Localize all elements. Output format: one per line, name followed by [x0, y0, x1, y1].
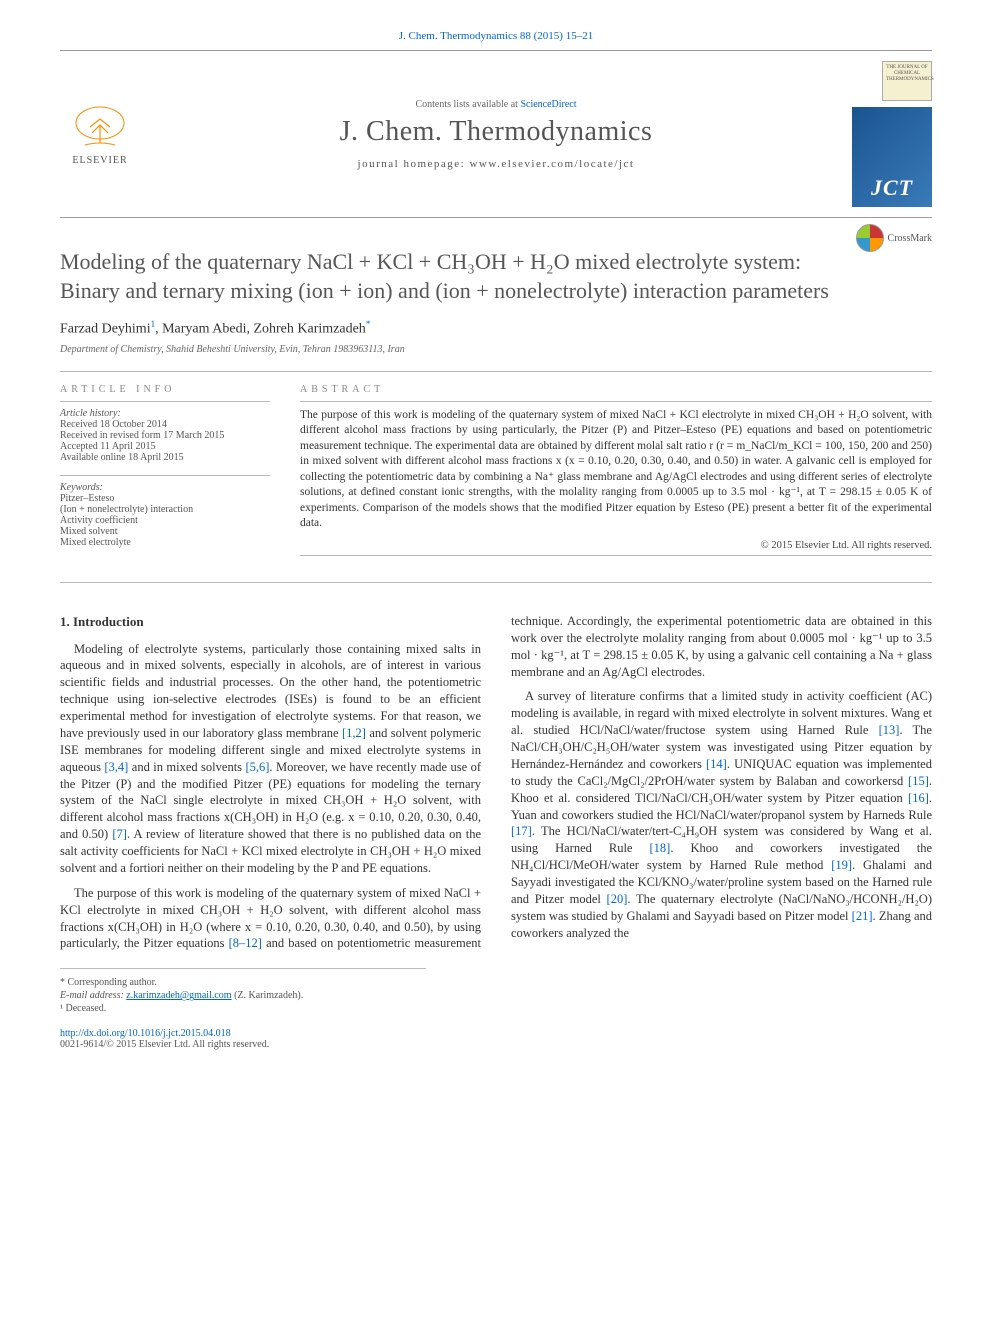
- crossmark-badge[interactable]: CrossMark: [856, 224, 932, 252]
- citation-header: J. Chem. Thermodynamics 88 (2015) 15–21: [60, 30, 932, 42]
- divider-info-2: [60, 475, 270, 476]
- email-label: E-mail address:: [60, 990, 126, 1001]
- keyword-3: Mixed solvent: [60, 526, 118, 537]
- authors-line: Farzad Deyhimi1, Maryam Abedi, Zohreh Ka…: [60, 319, 932, 338]
- info-abstract-row: ARTICLE INFO Article history: Received 1…: [60, 378, 932, 562]
- divider-2: [60, 582, 932, 583]
- header-middle: Contents lists available at ScienceDirec…: [160, 99, 832, 170]
- article-history: Article history: Received 18 October 201…: [60, 408, 270, 463]
- keyword-4: Mixed electrolyte: [60, 537, 131, 548]
- author-1-note[interactable]: 1: [151, 319, 156, 329]
- issn-line: 0021-9614/© 2015 Elsevier Ltd. All right…: [60, 1039, 269, 1050]
- journal-name: J. Chem. Thermodynamics: [160, 116, 832, 148]
- footnote-corr: * Corresponding author.: [60, 977, 426, 988]
- author-2[interactable]: Maryam Abedi: [162, 322, 246, 337]
- abstract-column: ABSTRACT The purpose of this work is mod…: [300, 378, 932, 562]
- abstract-copyright: © 2015 Elsevier Ltd. All rights reserved…: [300, 540, 932, 551]
- section-heading-1: 1. Introduction: [60, 613, 481, 631]
- body-p1: Modeling of electrolyte systems, particu…: [60, 641, 481, 877]
- history-0: Received 18 October 2014: [60, 419, 167, 430]
- author-1[interactable]: Farzad Deyhimi: [60, 322, 151, 337]
- divider-abs-1: [300, 401, 932, 402]
- sciencedirect-link[interactable]: ScienceDirect: [520, 99, 576, 110]
- divider-info-1: [60, 401, 270, 402]
- footnotes: * Corresponding author. E-mail address: …: [60, 968, 426, 1014]
- divider-abs-2: [300, 555, 932, 556]
- jct-tag: JCT: [871, 175, 913, 201]
- contents-prefix: Contents lists available at: [415, 99, 520, 110]
- history-3: Available online 18 April 2015: [60, 452, 184, 463]
- crossmark-icon: [856, 224, 884, 252]
- elsevier-label: ELSEVIER: [72, 155, 127, 166]
- article-info: ARTICLE INFO Article history: Received 1…: [60, 378, 270, 562]
- keywords-label: Keywords:: [60, 482, 103, 493]
- keyword-0: Pitzer–Esteso: [60, 493, 114, 504]
- footnote-email: E-mail address: z.karimzadeh@gmail.com (…: [60, 990, 426, 1001]
- divider-1: [60, 371, 932, 372]
- jct-mini-cover: THE JOURNAL OF CHEMICAL THERMODYNAMICS: [882, 61, 932, 101]
- author-3[interactable]: Zohreh Karimzadeh: [253, 322, 365, 337]
- corr-email-link[interactable]: z.karimzadeh@gmail.com: [126, 990, 231, 1001]
- journal-homepage: journal homepage: www.elsevier.com/locat…: [160, 158, 832, 170]
- jct-cover-icon: JCT: [852, 107, 932, 207]
- contents-line: Contents lists available at ScienceDirec…: [160, 99, 832, 110]
- elsevier-tree-icon: [70, 103, 130, 153]
- journal-header: ELSEVIER Contents lists available at Sci…: [60, 50, 932, 218]
- article-title: Modeling of the quaternary NaCl + KCl + …: [60, 248, 932, 305]
- elsevier-logo[interactable]: ELSEVIER: [60, 94, 140, 174]
- doi-link[interactable]: http://dx.doi.org/10.1016/j.jct.2015.04.…: [60, 1028, 231, 1039]
- abstract-text: The purpose of this work is modeling of …: [300, 408, 932, 532]
- article-info-heading: ARTICLE INFO: [60, 384, 270, 395]
- keywords-block: Keywords: Pitzer–Esteso (Ion + nonelectr…: [60, 482, 270, 548]
- keyword-2: Activity coefficient: [60, 515, 138, 526]
- abstract-heading: ABSTRACT: [300, 384, 932, 395]
- history-1: Received in revised form 17 March 2015: [60, 430, 224, 441]
- author-3-note[interactable]: *: [366, 319, 371, 329]
- history-label: Article history:: [60, 408, 121, 419]
- body-columns: 1. Introduction Modeling of electrolyte …: [60, 613, 932, 952]
- keyword-1: (Ion + nonelectrolyte) interaction: [60, 504, 193, 515]
- crossmark-label: CrossMark: [888, 233, 932, 244]
- body-p3: A survey of literature confirms that a l…: [511, 688, 932, 941]
- email-name: (Z. Karimzadeh).: [232, 990, 304, 1001]
- bottom-info: http://dx.doi.org/10.1016/j.jct.2015.04.…: [60, 1028, 932, 1050]
- history-2: Accepted 11 April 2015: [60, 441, 155, 452]
- footnote-deceased: ¹ Deceased.: [60, 1003, 426, 1014]
- affiliation: Department of Chemistry, Shahid Beheshti…: [60, 344, 932, 355]
